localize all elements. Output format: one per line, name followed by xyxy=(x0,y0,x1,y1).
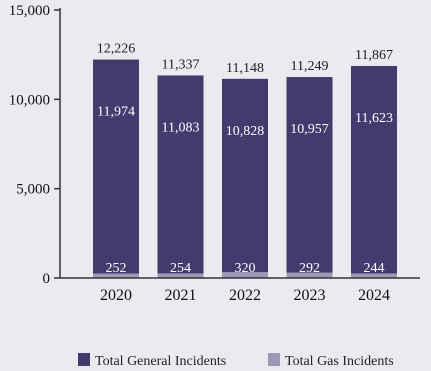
general-label-2022: 10,828 xyxy=(226,124,265,139)
total-label-2020: 12,226 xyxy=(97,42,136,57)
bar-gas-2023 xyxy=(286,272,333,278)
data-labels: 12,226 11,974 252 11,337 11,083 254 11,148 10,8… xyxy=(97,42,393,276)
y-tick-label: 0 xyxy=(43,271,51,287)
bar-general-2023 xyxy=(286,77,333,273)
gas-label-2022: 320 xyxy=(235,261,256,276)
general-label-2021: 11,083 xyxy=(162,120,200,135)
gas-label-2021: 254 xyxy=(170,261,191,276)
x-tick-label-2024: 2024 xyxy=(358,287,390,304)
bar-gas-2020 xyxy=(93,273,139,278)
general-label-2023: 10,957 xyxy=(290,122,329,137)
total-label-2024: 11,867 xyxy=(355,48,393,63)
y-axis: 0 5,000 10,000 15,000 xyxy=(9,3,61,287)
gas-label-2020: 252 xyxy=(106,261,127,276)
x-axis: 2020 2021 2022 2023 2024 xyxy=(60,277,420,304)
general-label-2020: 11,974 xyxy=(97,105,135,120)
bar-gas-2024 xyxy=(351,273,397,278)
legend-swatch-0 xyxy=(78,353,90,366)
legend: Total General Incidents Total Gas Inciden… xyxy=(78,353,394,369)
x-tick-label-2021: 2021 xyxy=(165,287,197,304)
gas-label-2023: 292 xyxy=(299,261,320,276)
legend-swatch-1 xyxy=(268,353,280,366)
bar-gas-2021 xyxy=(157,273,204,278)
y-tick-label: 10,000 xyxy=(9,92,50,108)
bar-general-2021 xyxy=(157,75,204,274)
total-label-2021: 11,337 xyxy=(162,57,200,72)
x-tick-label-2020: 2020 xyxy=(100,287,132,304)
legend-label-0: Total General Incidents xyxy=(95,354,226,369)
general-label-2024: 11,623 xyxy=(355,111,393,126)
total-label-2023: 11,249 xyxy=(291,59,329,74)
gas-label-2024: 244 xyxy=(364,261,385,276)
x-tick-label-2023: 2023 xyxy=(294,287,326,304)
bar-gas-2022 xyxy=(222,272,268,278)
total-label-2022: 11,148 xyxy=(226,61,264,76)
bar-general-2020 xyxy=(93,59,139,274)
bar-general-2024 xyxy=(351,65,397,274)
bar-general-2022 xyxy=(222,78,268,273)
bars xyxy=(93,59,397,278)
legend-label-1: Total Gas Incidents xyxy=(285,354,394,369)
y-tick-label: 5,000 xyxy=(16,182,50,198)
x-tick-label-2022: 2022 xyxy=(229,287,261,304)
y-tick-label: 15,000 xyxy=(9,3,50,19)
